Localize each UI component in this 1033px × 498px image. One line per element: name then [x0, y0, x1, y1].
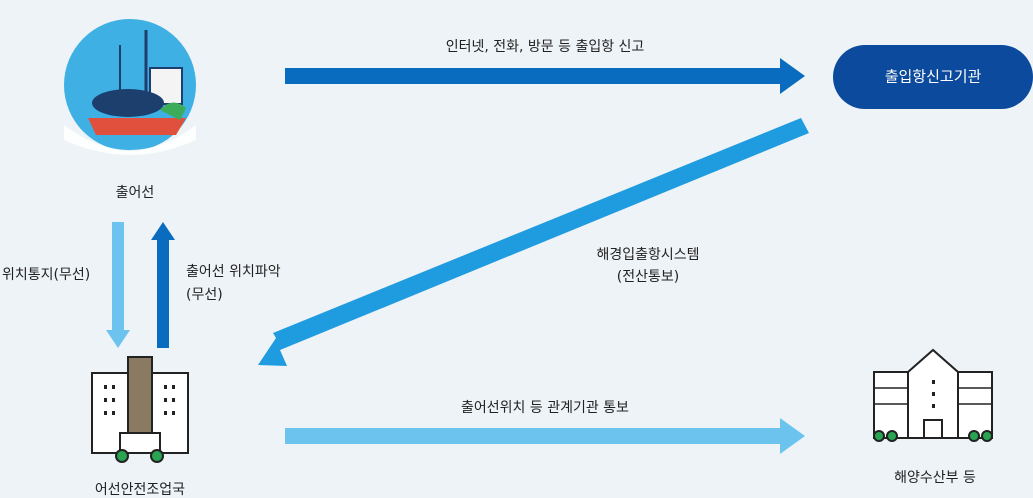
arrow	[151, 222, 175, 348]
boat-icon	[64, 19, 196, 155]
edge-label: 출어선위치 등 관계기관 통보	[461, 400, 629, 416]
node-label: 출입항신고기관	[885, 68, 982, 86]
edge-label: 인터넷, 전화, 방문 등 출입항 신고	[446, 39, 645, 55]
arrow	[106, 222, 130, 348]
edge-label: (전산통보)	[617, 269, 679, 285]
building-icon	[873, 348, 993, 442]
building-icon	[91, 356, 189, 463]
edge-label: 출어선 위치파악	[186, 264, 281, 280]
node-label: 어선안전조업국	[95, 482, 185, 498]
node-label: 출어선	[116, 185, 155, 201]
arrow	[285, 418, 805, 454]
edge-label: (무선)	[186, 287, 223, 303]
arrow	[285, 58, 805, 94]
node-label: 해양수산부 등	[894, 470, 976, 486]
arrow	[258, 118, 809, 366]
edge-label: 해경입출항시스템	[596, 247, 699, 263]
edge-label: 위치통지(무선)	[2, 267, 90, 283]
agency-box	[833, 45, 1033, 109]
